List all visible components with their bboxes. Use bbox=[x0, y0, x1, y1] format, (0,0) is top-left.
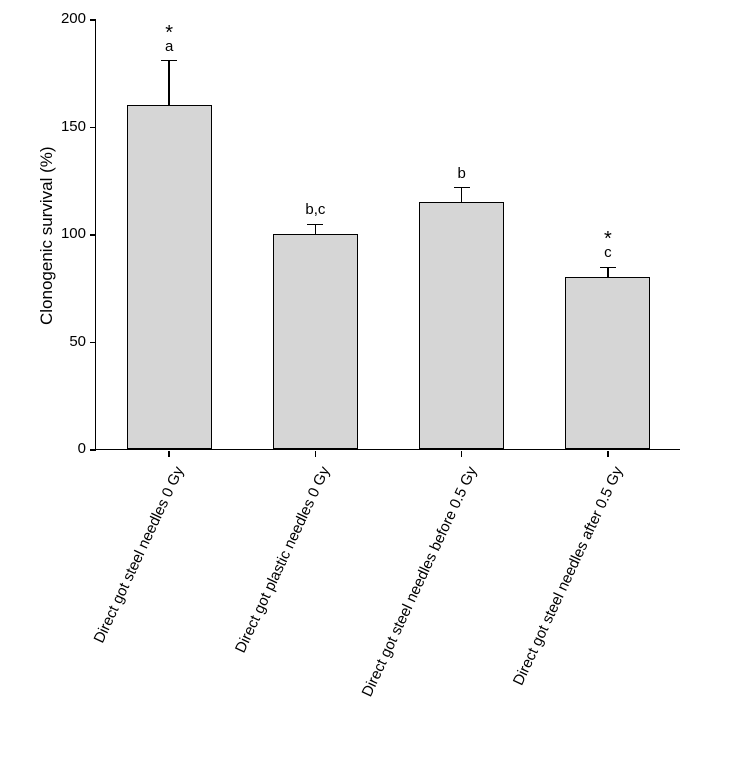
errorbar-line bbox=[315, 224, 316, 235]
annotation-text: b bbox=[457, 166, 465, 182]
bar-annotation: *a bbox=[165, 27, 173, 55]
x-tick-mark bbox=[315, 451, 317, 457]
bar bbox=[565, 277, 650, 449]
errorbar-cap bbox=[307, 224, 323, 225]
bar-annotation: *c bbox=[604, 233, 612, 261]
x-axis-category-label: Direct got steel needles after 0.5 Gy bbox=[484, 464, 626, 743]
x-tick-mark bbox=[168, 451, 170, 457]
y-tick-mark bbox=[90, 19, 96, 21]
y-tick-label: 150 bbox=[46, 118, 86, 135]
errorbar-line bbox=[168, 61, 169, 106]
errorbar-cap bbox=[454, 187, 470, 188]
y-tick-mark bbox=[90, 449, 96, 451]
y-axis-label: Clonogenic survival (%) bbox=[37, 146, 57, 325]
errorbar-cap bbox=[600, 267, 616, 268]
y-tick-mark bbox=[90, 342, 96, 344]
bar bbox=[419, 202, 504, 449]
errorbar-line bbox=[607, 267, 608, 278]
y-tick-mark bbox=[90, 127, 96, 129]
annotation-text: c bbox=[604, 245, 612, 261]
errorbar-cap bbox=[161, 60, 177, 61]
bar-annotation: b,c bbox=[305, 202, 325, 218]
bar bbox=[273, 234, 358, 449]
bar bbox=[127, 105, 212, 449]
bar-annotation: b bbox=[457, 166, 465, 182]
x-axis-category-label: Direct got steel needles 0 Gy bbox=[45, 464, 187, 743]
annotation-text: b,c bbox=[305, 202, 325, 218]
errorbar-line bbox=[461, 188, 462, 203]
plot-area: 050100150200*ab,cb*c bbox=[95, 20, 680, 450]
x-axis-category-label: Direct got steel needles before 0.5 Gy bbox=[338, 464, 480, 743]
x-tick-mark bbox=[607, 451, 609, 457]
y-tick-label: 200 bbox=[46, 10, 86, 27]
y-tick-label: 0 bbox=[46, 440, 86, 457]
x-tick-mark bbox=[461, 451, 463, 457]
annotation-text: a bbox=[165, 39, 173, 55]
y-tick-mark bbox=[90, 234, 96, 236]
x-axis-category-label: Direct got plastic needles 0 Gy bbox=[192, 464, 334, 743]
y-tick-label: 50 bbox=[46, 333, 86, 350]
figure: 050100150200*ab,cb*c Clonogenic survival… bbox=[0, 0, 738, 778]
